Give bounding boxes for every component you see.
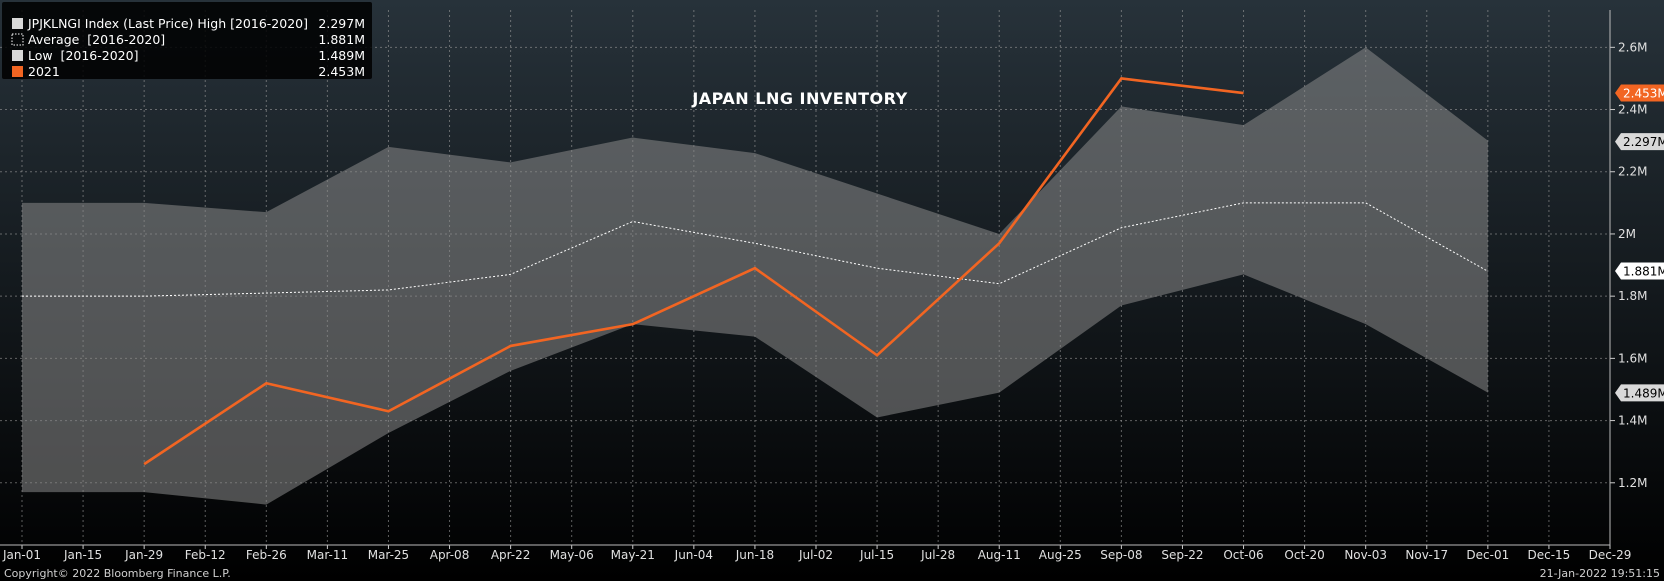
x-tick-label: Jan-01 [2,548,41,562]
x-tick-label: Jul-02 [798,548,833,562]
x-tick-label: Aug-11 [978,548,1021,562]
x-tick-label: Jan-15 [63,548,102,562]
x-tick-label: Feb-26 [246,548,287,562]
last-value-tag-text: 2.297M [1623,135,1664,149]
x-tick-label: Sep-22 [1161,548,1203,562]
x-tick-label: Jan-29 [124,548,163,562]
y-tick-label: 1.6M [1618,351,1647,365]
x-tick-label: Nov-17 [1405,548,1448,562]
x-tick-label: Apr-22 [491,548,531,562]
x-tick-label: Jul-15 [859,548,894,562]
footer-timestamp: 21-Jan-2022 19:51:15 [1540,567,1660,580]
y-tick-label: 1.4M [1618,414,1647,428]
chart-title: JAPAN LNG INVENTORY [691,89,907,108]
legend-swatch [12,18,23,29]
last-value-tag-text: 1.489M [1623,386,1664,400]
axes: Jan-01 Jan-15 Jan-29 Feb-12 Feb-26 Mar-11 Mar-… [0,10,1647,562]
x-tick-label: Oct-20 [1284,548,1324,562]
last-value-tag [1615,262,1664,280]
x-tick-label: Jun-18 [735,548,774,562]
x-tick-label: Dec-01 [1466,548,1509,562]
x-tick-label: Jul-28 [920,548,955,562]
last-value-tag-text: 2.453M [1623,87,1664,101]
y-tick-label: 2.6M [1618,40,1647,54]
x-tick-label: Feb-12 [185,548,226,562]
last-value-tag [1615,84,1664,102]
legend: JPJKLNGI Index (Last Price) High [2016-2… [2,2,372,79]
x-tick-label: Nov-03 [1344,548,1387,562]
legend-swatch-2021 [12,66,23,77]
y-tick-label: 2M [1618,227,1636,241]
legend-swatch-average [11,33,24,46]
footer-copyright: Copyright© 2022 Bloomberg Finance L.P. [4,567,231,580]
x-tick-label: Dec-29 [1589,548,1632,562]
y-tick-label: 1.2M [1618,476,1647,490]
high-low-band [22,47,1488,505]
x-tick-label: Aug-25 [1039,548,1082,562]
legend-value: 1.881M [318,32,365,47]
y-tick-label: 1.8M [1618,289,1647,303]
legend-label: JPJKLNGI Index (Last Price) High [2016-2… [27,16,308,31]
legend-label: 2021 [28,64,60,79]
series-lines [22,77,1489,466]
legend-value: 2.453M [318,64,365,79]
legend-value: 2.297M [318,16,365,31]
x-tick-label: May-21 [611,548,655,562]
legend-label: Average [2016-2020] [28,32,165,47]
last-value-tag [1615,133,1664,151]
legend-value: 1.489M [318,48,365,63]
x-tick-label: Mar-25 [368,548,409,562]
x-tick-label: Mar-11 [307,548,348,562]
legend-label: Low [2016-2020] [28,48,138,63]
last-value-tag [1615,384,1664,402]
series-2021-line [143,77,1244,466]
y-tick-label: 2.4M [1618,103,1647,117]
x-tick-label: Sep-08 [1100,548,1142,562]
legend-swatch [12,50,23,61]
high-low-band-area [22,47,1488,505]
legend-box [2,2,372,79]
average-line [22,202,1489,297]
x-tick-label: May-06 [550,548,594,562]
last-value-tag-text: 1.881M [1623,264,1664,278]
x-tick-label: Apr-08 [430,548,470,562]
x-tick-label: Jun-04 [674,548,713,562]
y-tick-label: 2.2M [1618,165,1647,179]
x-tick-label: Oct-06 [1223,548,1263,562]
x-tick-label: Dec-15 [1528,548,1571,562]
last-value-tags: 2.453M 2.297M 1.881M 1.489M [1615,84,1664,402]
